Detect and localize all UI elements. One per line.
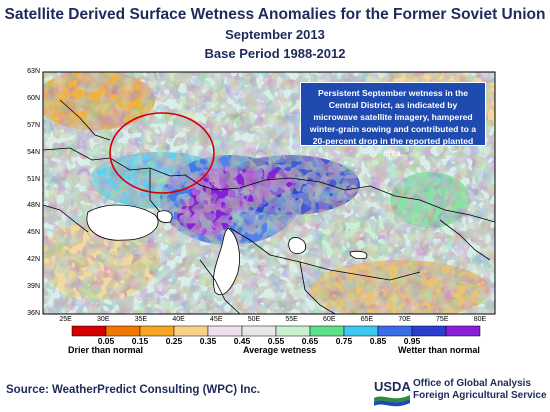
x-tick-label: 55E (285, 316, 298, 323)
x-tick-label: 25E (59, 316, 72, 323)
colorbar-tick-label: 0.65 (301, 336, 319, 346)
chart-title: Satellite Derived Surface Wetness Anomal… (4, 6, 546, 23)
central-district-oval (109, 112, 215, 194)
usda-logo: USDA (374, 379, 411, 407)
chart-subtitle-base-period: Base Period 1988-2012 (204, 46, 346, 61)
usda-wordmark: USDA (374, 379, 411, 394)
source-citation: Source: WeatherPredict Consulting (WPC) … (6, 384, 261, 396)
colorbar-segment (411, 325, 447, 337)
sea-of-azov (156, 210, 173, 223)
colorbar-segment (173, 325, 209, 337)
colorbar-tick-label: 0.25 (165, 336, 183, 346)
lake-balkhash (349, 250, 368, 260)
y-tick-label: 54N (27, 148, 40, 156)
colorbar-label-wetter: Wetter than normal (398, 345, 480, 355)
colorbar-tick-label: 0.45 (233, 336, 251, 346)
y-tick-label: 51N (27, 175, 40, 183)
colorbar-segment (139, 325, 175, 337)
colorbar-segment (105, 325, 141, 337)
x-tick-label: 50E (247, 316, 261, 323)
x-tick-label: 70E (398, 316, 411, 323)
colorbar-tick-label: 0.75 (335, 336, 353, 346)
x-tick-label: 65E (360, 316, 374, 323)
office-line-2: Foreign Agricultural Service (413, 390, 547, 401)
aral-sea (288, 237, 307, 254)
y-tick-label: 42N (27, 256, 40, 264)
colorbar (71, 325, 481, 337)
x-tick-label: 45E (210, 316, 223, 323)
x-tick-label: 80E (473, 316, 487, 323)
y-tick-label: 39N (27, 283, 40, 291)
colorbar-segment (343, 325, 379, 337)
colorbar-segment (445, 325, 481, 337)
x-tick-label: 60E (323, 316, 336, 323)
colorbar-segment (377, 325, 413, 337)
x-tick-label: 30E (97, 316, 110, 323)
colorbar-tick-label: 0.15 (131, 336, 149, 346)
y-tick-label: 63N (27, 68, 40, 75)
colorbar-tick-label: 0.95 (403, 336, 421, 346)
chart-subtitle-month: September 2013 (225, 27, 325, 42)
y-tick-label: 45N (27, 229, 40, 237)
colorbar-segment (309, 325, 345, 337)
colorbar-label-drier: Drier than normal (68, 345, 144, 355)
colorbar-segment (71, 325, 107, 337)
x-tick-label: 40E (172, 316, 185, 323)
x-tick-label: 75E (436, 316, 449, 323)
black-sea (86, 204, 159, 241)
colorbar-segment (241, 325, 277, 337)
y-tick-label: 48N (27, 202, 40, 210)
office-line-1: Office of Global Analysis (413, 378, 531, 389)
usda-office-text: Office of Global Analysis Foreign Agricu… (413, 378, 547, 402)
y-tick-label: 36N (27, 310, 40, 317)
plot-frame (42, 71, 496, 315)
country-boundaries (43, 99, 495, 314)
colorbar-label-average: Average wetness (243, 345, 317, 355)
colorbar-tick-label: 0.55 (267, 336, 285, 346)
colorbar-segment (207, 325, 243, 337)
usda-swoosh-green (374, 395, 410, 403)
y-tick-label: 60N (27, 94, 40, 102)
annotation-callout: Persistent September wetness in the Cent… (300, 82, 486, 158)
colorbar-segment (275, 325, 311, 337)
usda-swoosh-blue (374, 399, 410, 407)
x-tick-label: 35E (134, 316, 148, 323)
colorbar-tick-label: 0.85 (369, 336, 387, 346)
colorbar-tick-label: 0.05 (97, 336, 115, 346)
y-tick-label: 57N (27, 121, 40, 129)
caspian-sea (213, 227, 240, 296)
colorbar-tick-label: 0.35 (199, 336, 217, 346)
